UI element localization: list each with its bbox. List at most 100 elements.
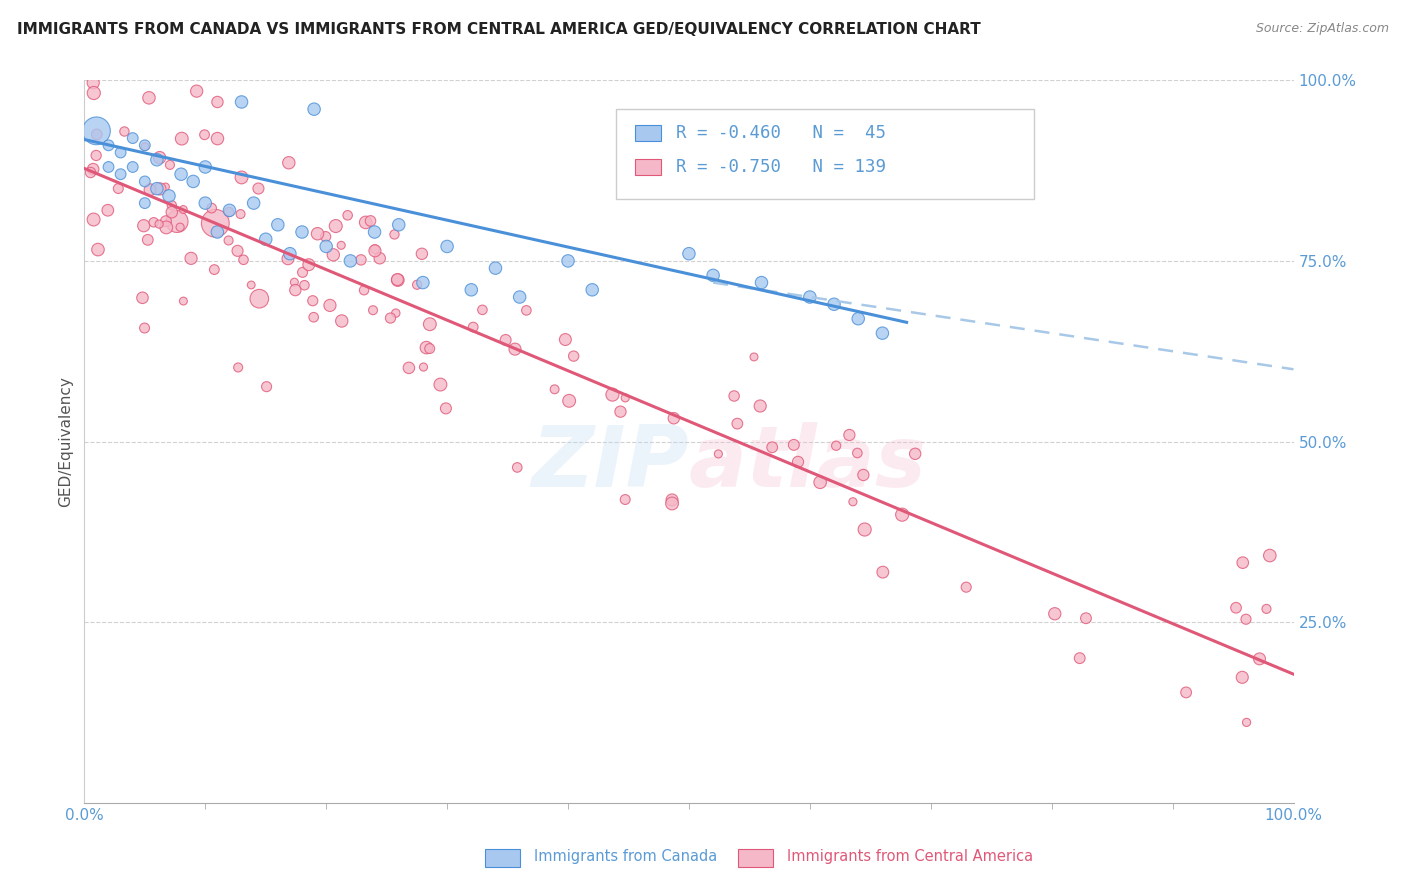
Point <box>429 377 451 392</box>
Point <box>609 405 631 419</box>
Point <box>254 232 277 246</box>
Point <box>97 160 120 174</box>
Point <box>364 244 387 258</box>
Point <box>662 411 685 425</box>
Point <box>136 233 159 247</box>
Point <box>146 153 169 167</box>
Point <box>846 446 869 460</box>
Point <box>787 455 810 469</box>
Point <box>761 440 783 454</box>
Point <box>134 174 156 188</box>
Point <box>193 128 215 142</box>
Point <box>302 102 325 116</box>
Point <box>284 283 307 297</box>
Point <box>82 162 104 177</box>
Point <box>138 91 160 105</box>
Point <box>415 341 437 355</box>
Point <box>155 214 177 228</box>
Point <box>231 95 253 109</box>
Point <box>353 283 375 297</box>
Point <box>1236 715 1258 730</box>
Point <box>823 297 845 311</box>
Point <box>277 252 299 266</box>
Point <box>110 145 132 160</box>
Point <box>412 359 434 374</box>
Point <box>385 306 408 320</box>
Point <box>226 360 249 375</box>
Point <box>678 246 700 260</box>
Point <box>319 298 342 312</box>
Point <box>79 165 101 179</box>
Point <box>852 467 875 482</box>
Point <box>853 523 876 537</box>
Point <box>201 201 224 215</box>
Point <box>256 379 278 393</box>
Point <box>751 276 773 290</box>
Point <box>86 128 108 142</box>
Point <box>194 196 217 211</box>
Point <box>557 253 579 268</box>
Point <box>562 349 585 363</box>
Point <box>160 198 183 212</box>
Point <box>361 303 384 318</box>
Point <box>267 218 290 232</box>
Point <box>107 181 129 195</box>
Point <box>412 276 434 290</box>
Point <box>1074 611 1097 625</box>
Point <box>872 326 894 340</box>
Point <box>218 205 240 219</box>
Point <box>218 203 240 218</box>
Point <box>384 227 406 242</box>
Bar <box>634 125 661 141</box>
Point <box>202 262 225 277</box>
Point <box>134 321 156 335</box>
Point <box>84 148 107 162</box>
Point <box>506 460 529 475</box>
Point <box>350 252 373 267</box>
Text: ZIP: ZIP <box>531 422 689 505</box>
Point <box>330 238 353 252</box>
Point <box>121 131 143 145</box>
Point <box>406 277 429 292</box>
Point <box>463 320 485 334</box>
Point <box>180 252 202 266</box>
Point <box>97 138 120 153</box>
Point <box>838 428 860 442</box>
Point <box>112 124 135 138</box>
Point <box>315 229 337 244</box>
Point <box>194 160 217 174</box>
Point <box>363 225 385 239</box>
Point <box>134 138 156 153</box>
Point <box>322 248 344 262</box>
Point <box>132 219 155 233</box>
Point <box>749 399 772 413</box>
Point <box>302 310 325 325</box>
Text: Immigrants from Canada: Immigrants from Canada <box>534 849 717 863</box>
Point <box>891 508 914 522</box>
Point <box>204 216 226 230</box>
Point <box>846 311 869 326</box>
Point <box>419 317 441 331</box>
Point <box>291 265 314 279</box>
Point <box>247 181 270 195</box>
Point <box>387 272 409 286</box>
Point <box>218 234 240 248</box>
Point <box>207 225 229 239</box>
Point <box>364 242 387 256</box>
Point <box>157 189 180 203</box>
Point <box>1249 652 1271 666</box>
Point <box>436 239 458 253</box>
Point <box>388 218 411 232</box>
Point <box>1234 612 1257 626</box>
Point <box>707 447 730 461</box>
Bar <box>634 159 661 175</box>
Point <box>131 291 153 305</box>
Point <box>169 220 191 235</box>
Point <box>503 342 526 356</box>
Point <box>1175 685 1198 699</box>
Point <box>434 401 457 416</box>
Point <box>278 246 301 260</box>
Point <box>110 167 132 181</box>
Point <box>808 475 831 490</box>
Point <box>419 342 441 356</box>
